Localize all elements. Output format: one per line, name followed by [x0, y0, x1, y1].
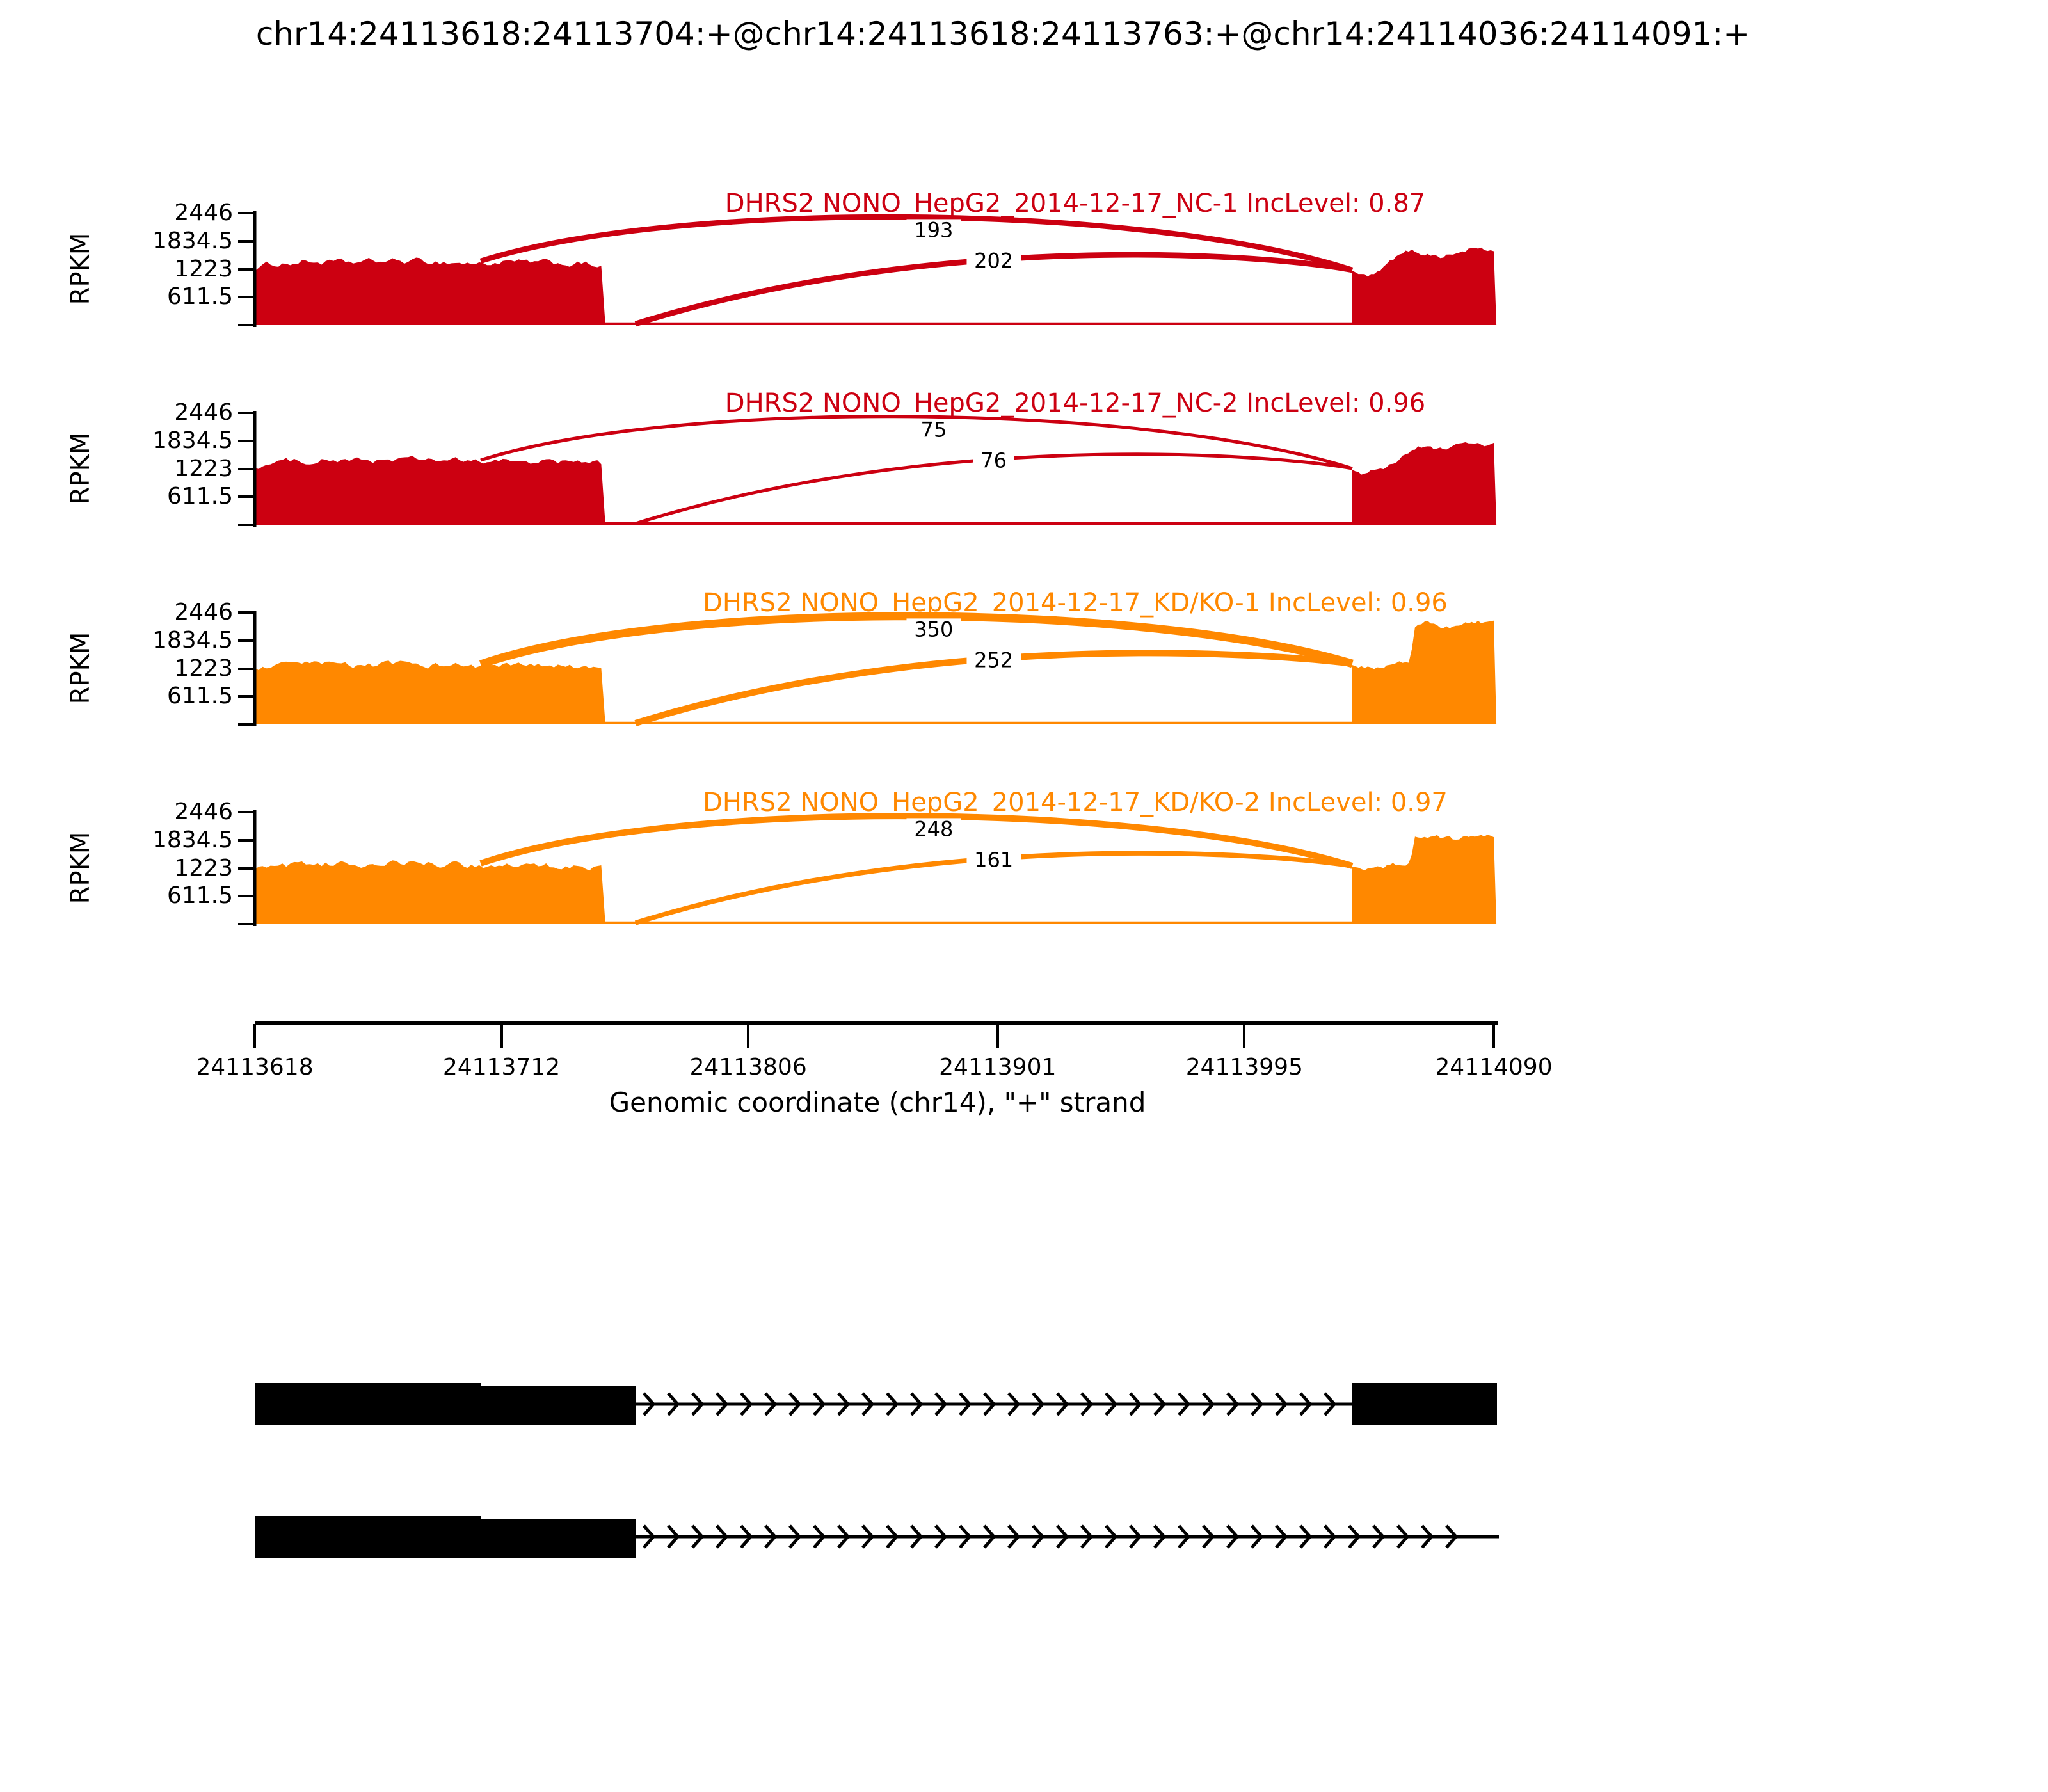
- x-tick-label: 24113995: [1185, 1054, 1303, 1081]
- junction-count-upper-track2: 75: [913, 419, 955, 442]
- junction-arc-upper-track3: [479, 612, 1354, 669]
- junction-count-upper-track4: 248: [906, 818, 961, 841]
- intron-direction-chevrons-isoform1: [643, 1392, 1337, 1416]
- x-tick-label: 24113901: [939, 1054, 1057, 1081]
- exon-box-left-b-isoform2: [481, 1519, 636, 1558]
- track-title-2: DHRS2 NONO_HepG2_2014-12-17_NC-2 IncLeve…: [724, 388, 1426, 418]
- y-tick-label: 1223: [174, 655, 233, 682]
- y-tick-label: 1223: [174, 255, 233, 282]
- y-tick-label: 2446: [174, 200, 233, 227]
- exon-box-left-b-isoform1: [481, 1386, 636, 1425]
- junction-arc-upper-track2: [480, 415, 1353, 470]
- y-tick-label: 1223: [174, 854, 233, 881]
- coverage-area-track2: [255, 442, 1497, 525]
- x-tick-label: 24113806: [689, 1054, 807, 1081]
- x-axis-label: Genomic coordinate (chr14), "+" strand: [609, 1087, 1146, 1118]
- y-tick-label: 2446: [174, 599, 233, 626]
- junction-count-lower-track1: 202: [966, 250, 1021, 273]
- y-tick-label: 611.5: [166, 483, 233, 510]
- y-tick-label: 1834.5: [152, 627, 233, 653]
- junction-arc-lower-track1: [634, 252, 1353, 327]
- plot-title: chr14:24113618:24113704:+@chr14:24113618…: [255, 15, 1750, 52]
- y-tick-label: 611.5: [166, 284, 233, 310]
- y-axis-title: RPKM: [66, 232, 95, 305]
- intron-direction-chevrons-isoform2: [643, 1524, 1459, 1549]
- y-tick-label: 611.5: [166, 683, 233, 710]
- y-tick-label: 2446: [174, 399, 233, 426]
- x-axis-line: [255, 1021, 1498, 1025]
- y-tick-label: 1223: [174, 455, 233, 482]
- junction-arc-lower-track2: [635, 452, 1353, 525]
- coverage-area-track3: [255, 620, 1497, 724]
- y-tick-label: 611.5: [166, 883, 233, 909]
- exon-box-left-a-isoform2: [255, 1516, 481, 1558]
- x-tick-label: 24113618: [196, 1054, 314, 1081]
- y-tick-label: 1834.5: [152, 227, 233, 254]
- y-axis-title: RPKM: [66, 432, 95, 505]
- x-tick-label: 24114090: [1435, 1054, 1553, 1081]
- coverage-area-track4: [255, 835, 1497, 924]
- track-title-4: DHRS2 NONO_HepG2_2014-12-17_KD/KO-2 IncL…: [703, 788, 1448, 817]
- exon-box-left-a-isoform1: [255, 1383, 481, 1425]
- junction-count-upper-track3: 350: [906, 618, 961, 641]
- junction-arc-lower-track3: [634, 650, 1353, 726]
- y-axis-title: RPKM: [66, 831, 95, 904]
- y-axis-title: RPKM: [66, 632, 95, 705]
- x-tick-label: 24113712: [442, 1054, 561, 1081]
- junction-count-lower-track3: 252: [966, 649, 1021, 672]
- junction-arc-lower-track4: [634, 851, 1353, 925]
- y-tick-label: 1834.5: [152, 427, 233, 454]
- junction-count-lower-track4: 161: [966, 849, 1021, 872]
- track-title-1: DHRS2 NONO_HepG2_2014-12-17_NC-1 IncLeve…: [724, 189, 1426, 218]
- junction-count-upper-track1: 193: [906, 219, 961, 242]
- y-tick-label: 1834.5: [152, 826, 233, 853]
- junction-arc-upper-track1: [479, 214, 1354, 273]
- exon-box-right-isoform1: [1352, 1383, 1497, 1425]
- track-title-3: DHRS2 NONO_HepG2_2014-12-17_KD/KO-1 IncL…: [703, 588, 1448, 618]
- y-tick-label: 2446: [174, 799, 233, 826]
- junction-count-lower-track2: 76: [973, 449, 1014, 472]
- junction-arc-upper-track4: [479, 813, 1354, 869]
- coverage-area-track1: [255, 247, 1497, 325]
